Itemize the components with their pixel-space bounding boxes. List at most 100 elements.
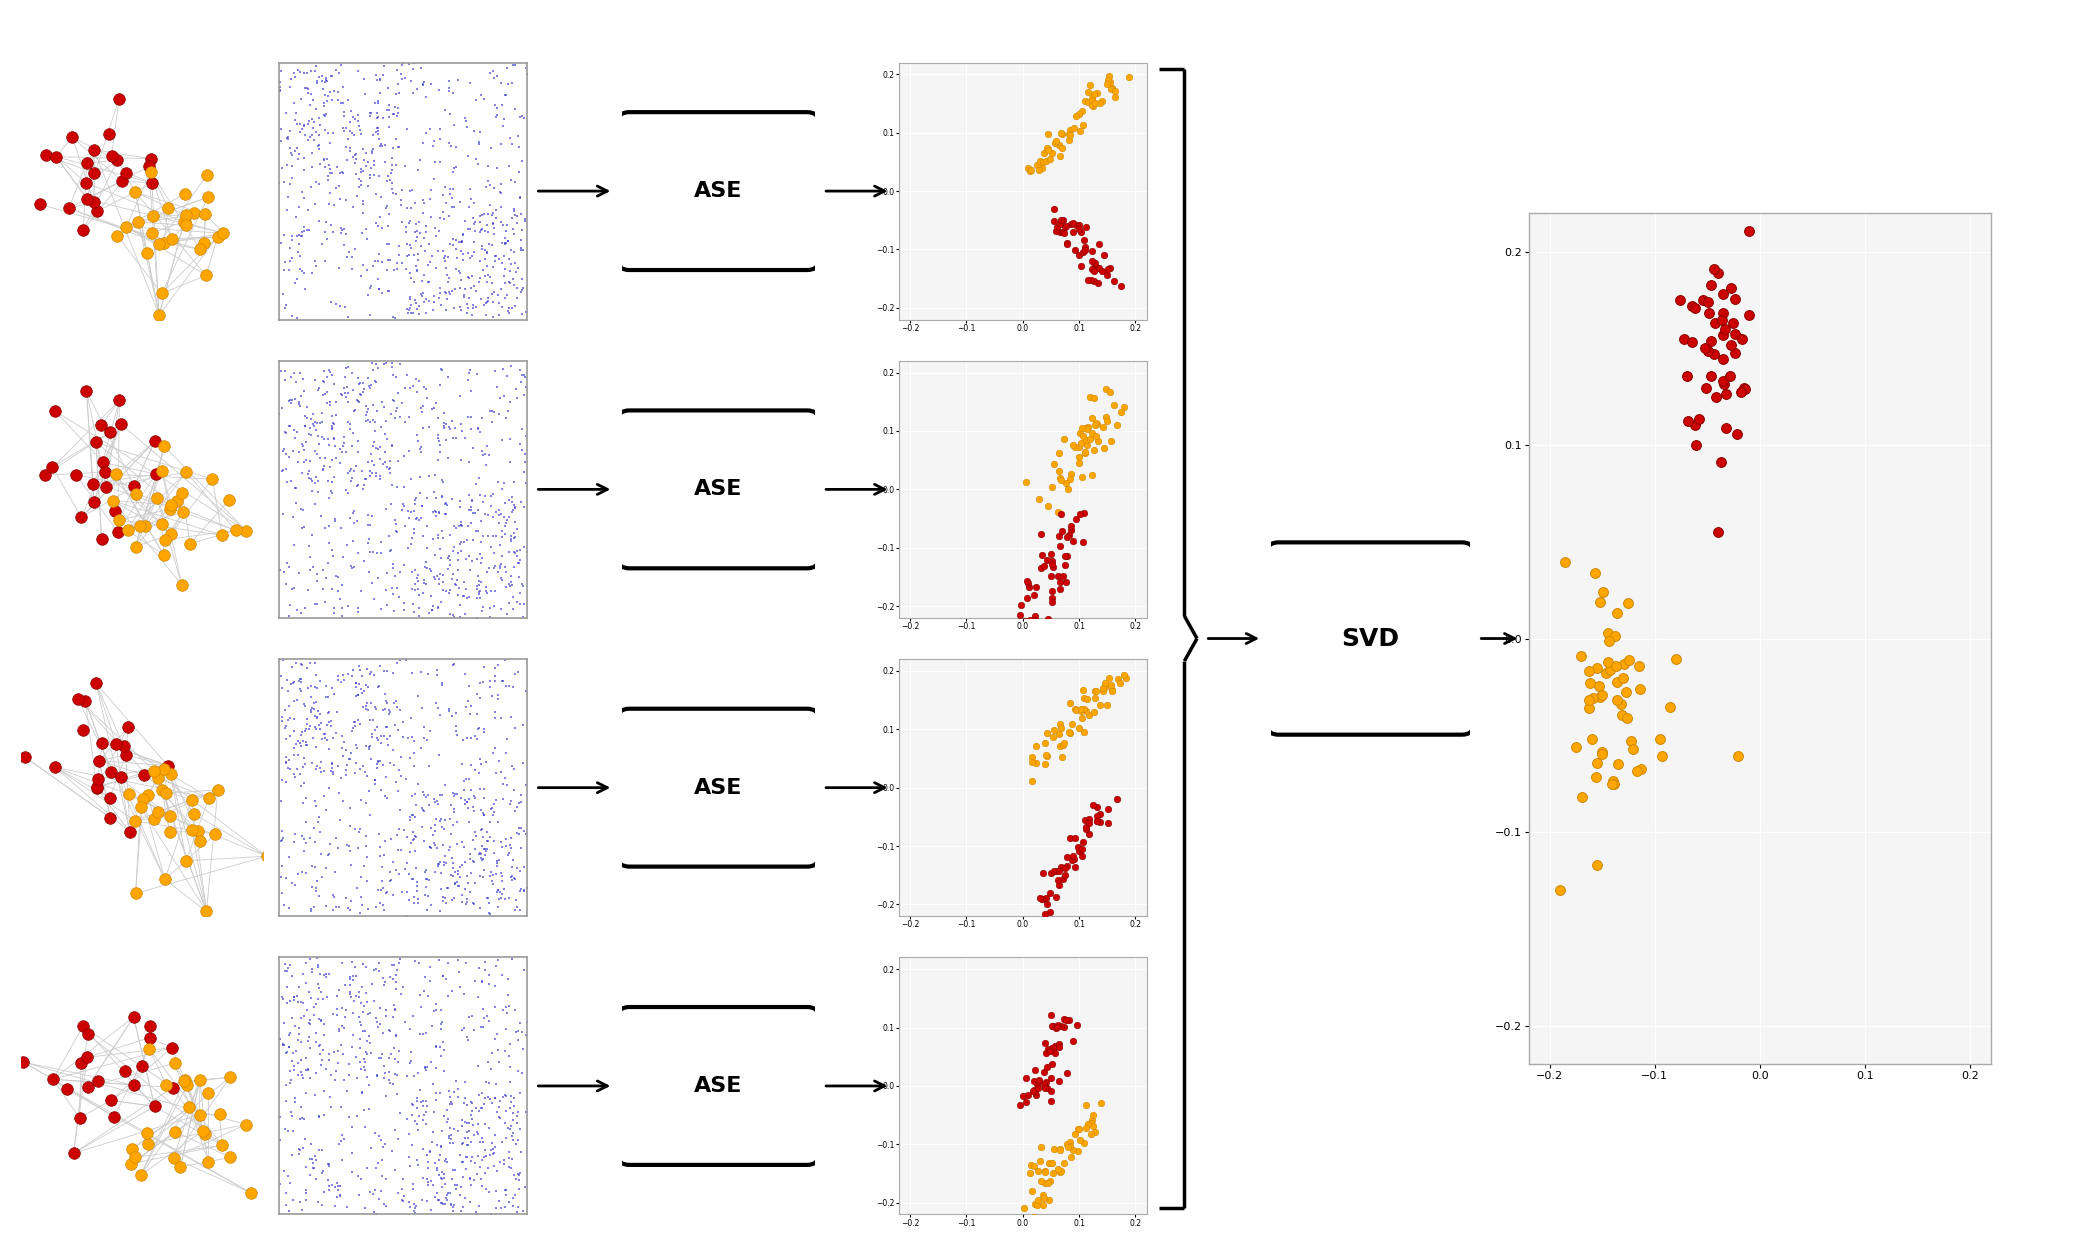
- Point: [397, 523, 430, 543]
- Point: [504, 441, 538, 461]
- Point: [319, 404, 353, 424]
- Point: [304, 844, 338, 864]
- Point: [418, 285, 452, 305]
- Point: [485, 838, 519, 858]
- Point: [489, 58, 523, 78]
- Point: [481, 66, 514, 86]
- Point: [344, 163, 378, 183]
- Point: [334, 462, 367, 482]
- Point: [401, 566, 435, 586]
- Point: [319, 448, 353, 468]
- Point: [464, 207, 498, 227]
- Point: [317, 900, 351, 920]
- Point: [296, 156, 330, 177]
- Point: [281, 149, 315, 169]
- Point: [384, 190, 418, 210]
- Point: [1586, 685, 1619, 705]
- Point: [395, 1134, 428, 1154]
- Point: [458, 232, 491, 252]
- Point: [340, 672, 374, 692]
- Point: [437, 1133, 470, 1153]
- Point: [290, 811, 323, 831]
- Point: [281, 731, 315, 751]
- Point: [273, 252, 307, 272]
- Point: [338, 677, 372, 697]
- Point: [1060, 1119, 1094, 1139]
- Point: [139, 464, 172, 485]
- Point: [1025, 525, 1058, 545]
- Point: [321, 581, 355, 601]
- Point: [330, 1000, 363, 1020]
- Point: [344, 1169, 378, 1189]
- Point: [361, 730, 395, 750]
- Point: [353, 781, 386, 801]
- Point: [290, 1157, 323, 1177]
- Point: [424, 901, 458, 921]
- Point: [380, 825, 414, 845]
- Point: [430, 878, 464, 898]
- Point: [410, 859, 443, 879]
- Point: [65, 720, 99, 740]
- Point: [147, 233, 181, 253]
- Point: [433, 558, 466, 578]
- Point: [466, 657, 500, 677]
- Point: [174, 533, 208, 553]
- Point: [468, 249, 502, 269]
- Point: [424, 1137, 458, 1157]
- Text: ASE: ASE: [693, 182, 743, 202]
- Point: [498, 780, 531, 800]
- Point: [80, 432, 113, 452]
- Point: [391, 1067, 424, 1087]
- Point: [357, 710, 391, 730]
- Point: [370, 1000, 403, 1020]
- Point: [494, 572, 527, 592]
- Point: [359, 252, 393, 272]
- Point: [407, 1106, 441, 1126]
- Point: [485, 870, 519, 890]
- Point: [351, 1158, 384, 1178]
- Point: [449, 853, 483, 873]
- Point: [504, 187, 538, 207]
- Point: [433, 1183, 466, 1203]
- Point: [1075, 408, 1109, 428]
- Point: [336, 502, 370, 522]
- Point: [294, 547, 328, 567]
- Point: [357, 436, 391, 456]
- Point: [311, 777, 344, 798]
- Point: [470, 889, 504, 909]
- Point: [80, 777, 113, 798]
- Point: [342, 598, 376, 618]
- Point: [370, 883, 403, 903]
- Point: [481, 813, 514, 833]
- Point: [334, 987, 367, 1007]
- Point: [277, 419, 311, 439]
- Point: [1056, 1139, 1090, 1159]
- Point: [355, 374, 388, 394]
- Point: [1050, 546, 1084, 566]
- Point: [433, 555, 466, 575]
- Point: [286, 433, 319, 453]
- Point: [472, 175, 506, 195]
- Point: [311, 730, 344, 750]
- Point: [454, 452, 487, 472]
- Point: [1048, 732, 1082, 752]
- Point: [1586, 582, 1619, 602]
- Point: [468, 752, 502, 772]
- Point: [397, 580, 430, 600]
- Point: [437, 854, 470, 874]
- Point: [416, 300, 449, 321]
- Point: [414, 721, 447, 741]
- Point: [349, 736, 382, 756]
- Point: [391, 198, 424, 218]
- Point: [342, 111, 376, 131]
- Point: [105, 172, 139, 192]
- Point: [401, 1151, 435, 1171]
- Point: [288, 441, 321, 461]
- Point: [321, 1134, 355, 1154]
- Point: [309, 518, 342, 538]
- Point: [410, 1060, 443, 1080]
- Point: [334, 984, 367, 1004]
- Point: [500, 207, 533, 227]
- Point: [300, 707, 334, 727]
- Point: [1613, 650, 1646, 670]
